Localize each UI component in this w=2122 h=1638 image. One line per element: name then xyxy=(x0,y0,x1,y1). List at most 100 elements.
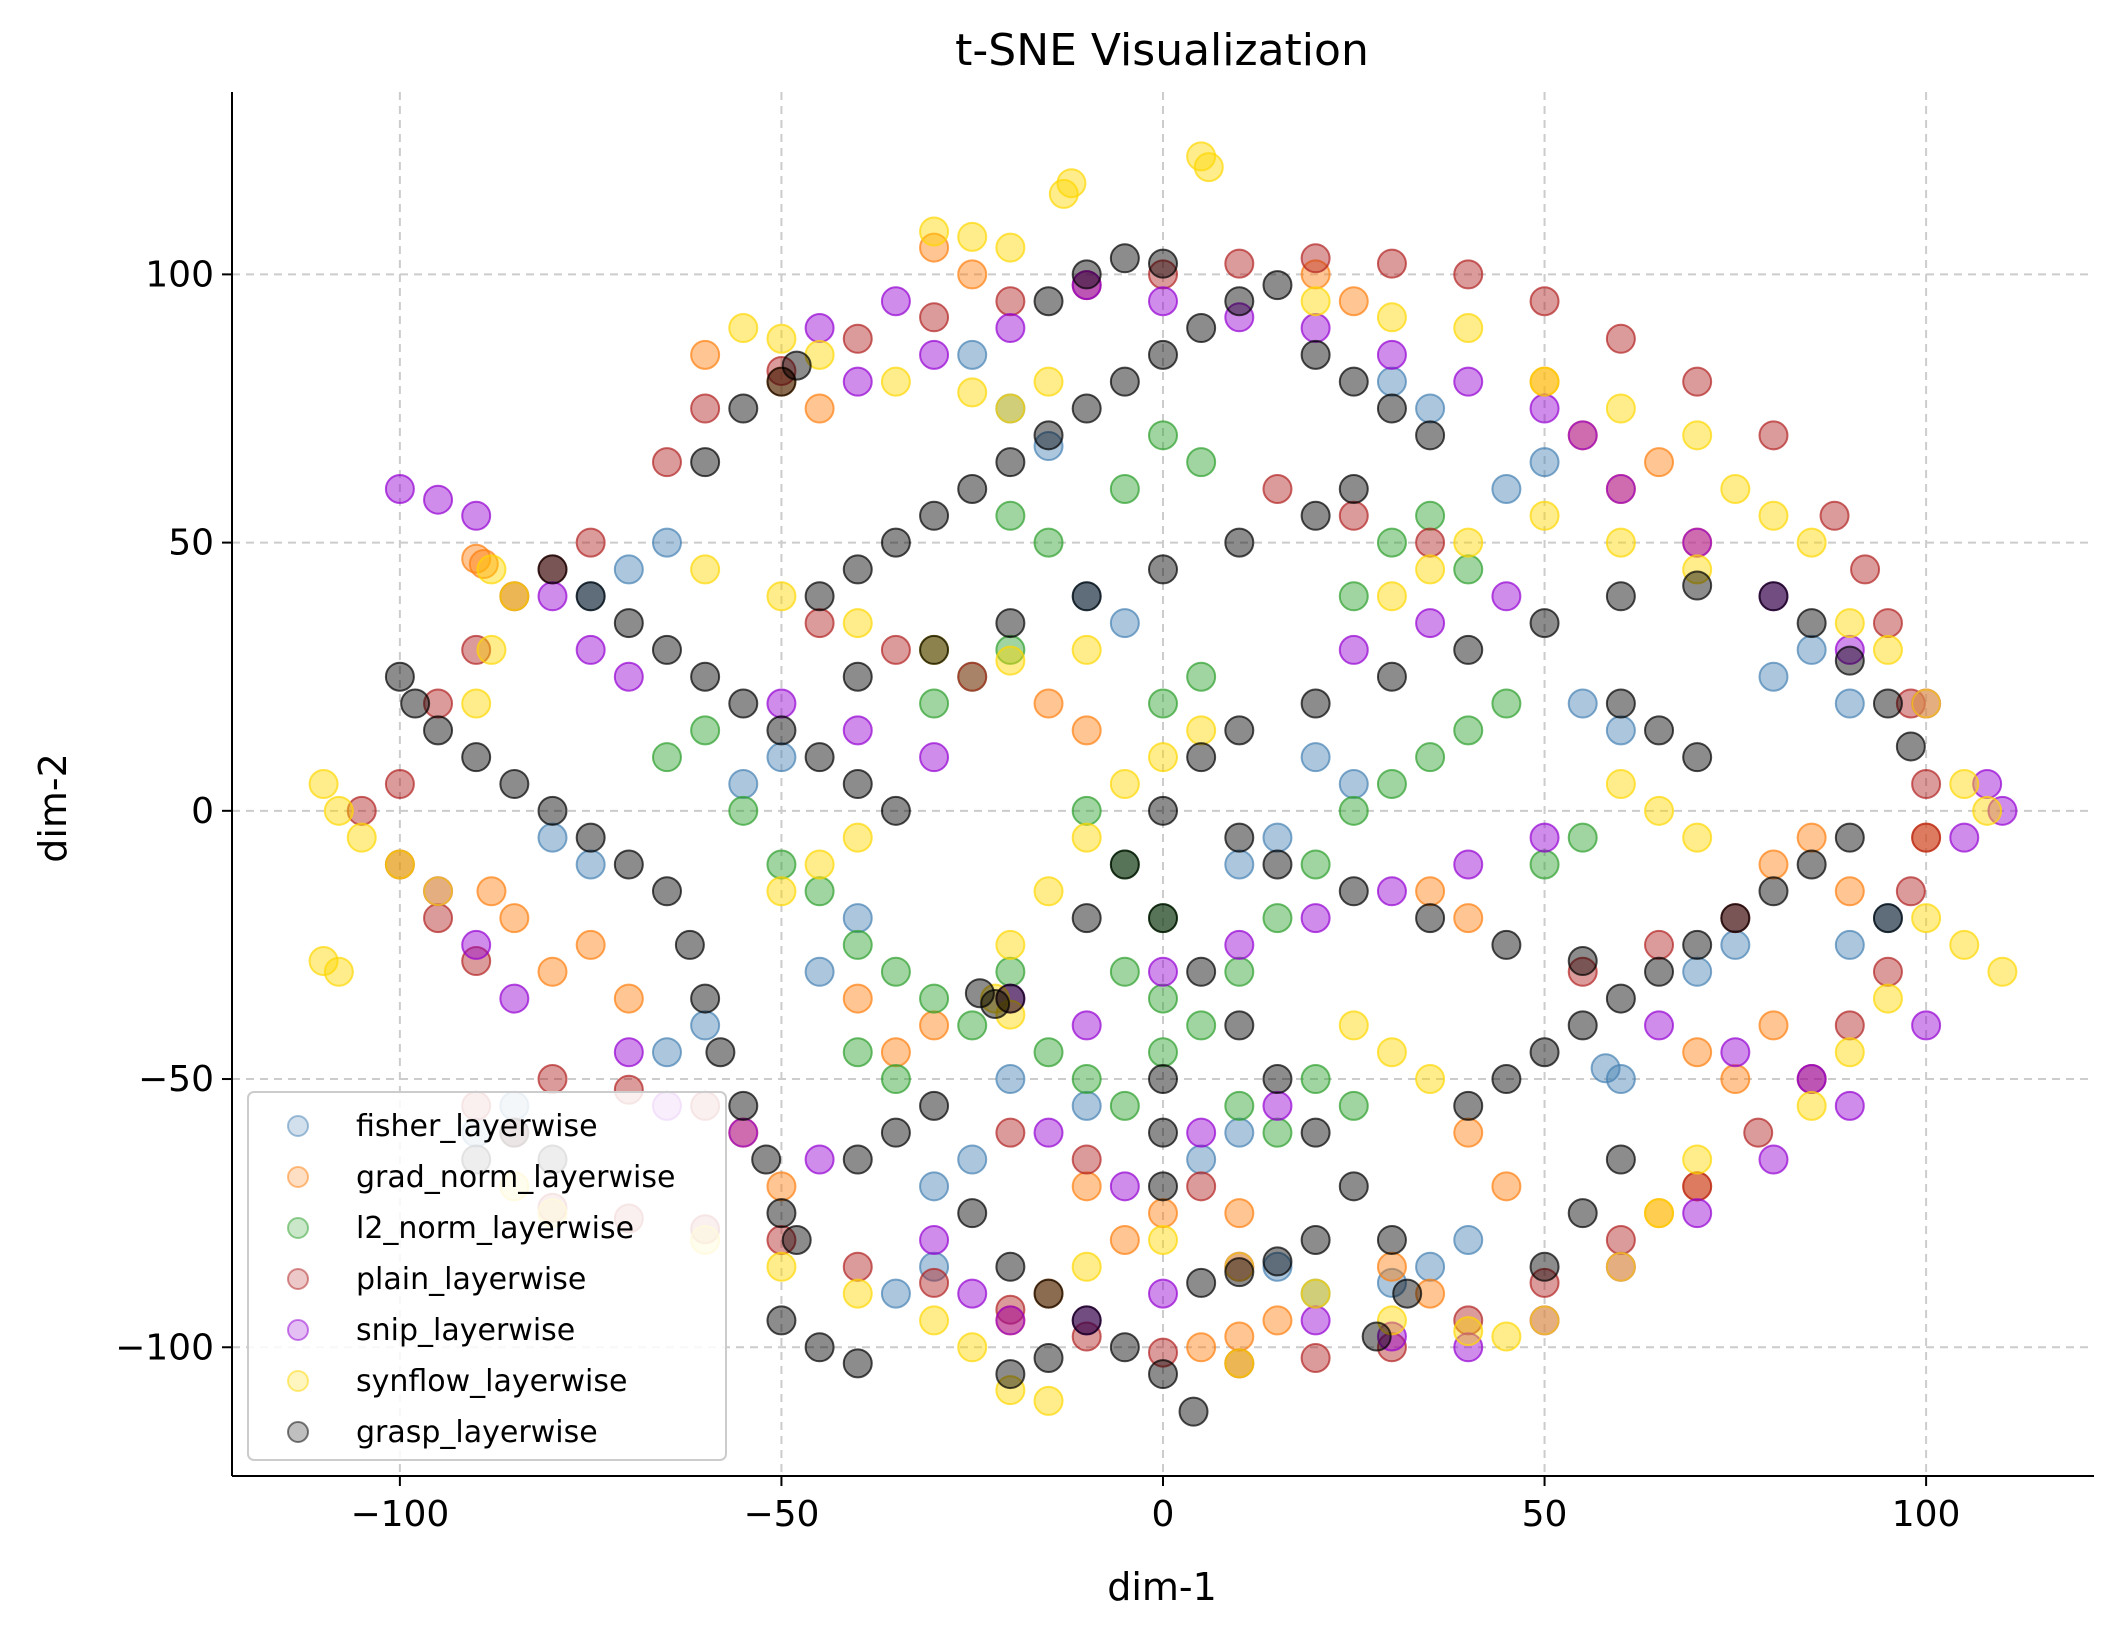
data-point xyxy=(1300,903,1331,934)
data-point xyxy=(1758,500,1789,531)
data-point xyxy=(842,929,873,960)
data-point xyxy=(1682,527,1713,558)
data-point xyxy=(1376,661,1407,692)
data-point xyxy=(384,473,415,504)
data-point xyxy=(1262,822,1293,853)
data-point xyxy=(919,339,950,370)
data-point xyxy=(690,339,721,370)
data-point xyxy=(919,1171,950,1202)
data-point xyxy=(1148,1278,1178,1309)
data-point xyxy=(1415,742,1446,773)
data-point xyxy=(1758,581,1789,612)
data-point xyxy=(1071,1090,1102,1121)
data-point xyxy=(1529,1267,1560,1298)
data-point xyxy=(1453,1305,1484,1336)
data-point xyxy=(1453,634,1484,665)
data-point xyxy=(995,999,1026,1030)
data-point xyxy=(1071,1321,1102,1352)
data-point xyxy=(995,1375,1026,1406)
data-point xyxy=(1338,634,1369,665)
data-point xyxy=(423,688,454,719)
data-point xyxy=(1109,243,1140,274)
data-point xyxy=(1148,742,1178,773)
data-point xyxy=(957,259,988,290)
data-point xyxy=(1453,1332,1484,1363)
data-point xyxy=(880,634,911,665)
data-point xyxy=(1796,527,1827,558)
data-point xyxy=(1872,903,1903,934)
legend-label: snip_layerwise xyxy=(356,1313,575,1348)
data-point xyxy=(537,956,568,987)
data-point xyxy=(919,688,950,719)
data-point xyxy=(1796,634,1827,665)
data-point xyxy=(1605,1224,1636,1255)
data-point xyxy=(1720,1064,1751,1095)
data-point xyxy=(1148,1224,1178,1255)
data-point xyxy=(995,232,1026,263)
data-point xyxy=(1529,822,1560,853)
data-point xyxy=(919,1267,950,1298)
data-point xyxy=(766,688,797,719)
data-point xyxy=(1491,581,1522,612)
data-point xyxy=(1796,608,1827,639)
data-point xyxy=(1148,1064,1178,1095)
data-point xyxy=(1262,473,1293,504)
data-point xyxy=(1224,849,1255,880)
data-point xyxy=(842,366,873,397)
data-point xyxy=(1186,1010,1217,1041)
data-point xyxy=(751,1144,782,1175)
data-point xyxy=(781,350,812,381)
data-point xyxy=(1300,259,1331,290)
data-point xyxy=(476,554,507,585)
x-tick-label: 0 xyxy=(1152,1494,1175,1535)
data-point xyxy=(1491,1171,1522,1202)
data-point xyxy=(842,608,873,639)
data-point xyxy=(690,447,721,478)
data-point xyxy=(1300,286,1331,317)
data-point xyxy=(1415,1251,1446,1282)
data-point xyxy=(537,822,568,853)
data-point xyxy=(1895,688,1926,719)
series-l2_norm_layerwise xyxy=(651,420,1598,1148)
data-point xyxy=(1148,248,1178,279)
data-point xyxy=(1148,956,1178,987)
data-point xyxy=(1682,570,1713,601)
data-point xyxy=(423,903,454,934)
data-point xyxy=(842,903,873,934)
data-point xyxy=(1300,1278,1331,1309)
data-point xyxy=(1529,447,1560,478)
x-tick-label: −100 xyxy=(350,1494,449,1535)
data-point xyxy=(1453,1090,1484,1121)
data-point xyxy=(1148,286,1178,317)
data-point xyxy=(1644,715,1675,746)
data-point xyxy=(1148,259,1178,290)
data-point xyxy=(995,645,1026,676)
data-point xyxy=(957,1010,988,1041)
data-point xyxy=(1529,1251,1560,1282)
data-point xyxy=(1376,393,1407,424)
data-point xyxy=(461,688,492,719)
data-point xyxy=(1376,302,1407,333)
data-point xyxy=(1376,1332,1407,1363)
data-point xyxy=(1796,849,1827,880)
data-point xyxy=(1529,500,1560,531)
data-point xyxy=(1109,1171,1140,1202)
data-point xyxy=(1262,1305,1293,1336)
data-point xyxy=(1895,876,1926,907)
data-point xyxy=(1148,554,1178,585)
data-point xyxy=(651,876,682,907)
data-point xyxy=(1071,903,1102,934)
data-point xyxy=(919,216,950,247)
data-point xyxy=(804,581,835,612)
data-point xyxy=(1491,929,1522,960)
data-point xyxy=(1911,822,1942,853)
data-point xyxy=(575,822,606,853)
data-point xyxy=(1605,581,1636,612)
data-point xyxy=(1491,1321,1522,1352)
y-tick-label: −50 xyxy=(138,1059,214,1100)
data-point xyxy=(461,742,492,773)
data-point xyxy=(1415,1064,1446,1095)
data-point xyxy=(1300,500,1331,531)
data-point xyxy=(1186,1267,1217,1298)
data-point xyxy=(995,286,1026,317)
